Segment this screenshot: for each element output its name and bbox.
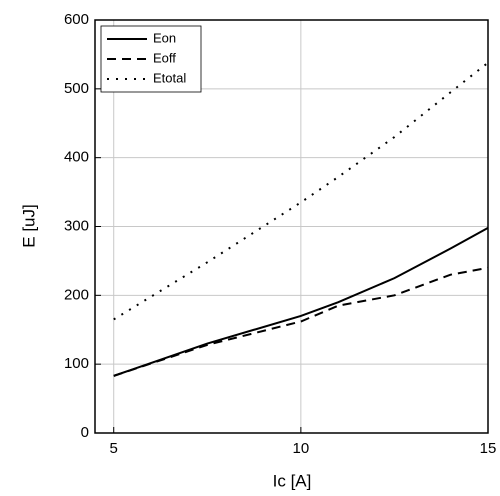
y-tick-label: 100: [64, 355, 89, 372]
plot-frame: [94, 19, 489, 434]
y-axis-label: E [uJ]: [19, 204, 38, 247]
legend-label: Eon: [153, 30, 176, 45]
y-tick-label: 300: [64, 217, 89, 234]
series-line: [113, 61, 489, 321]
x-axis-label: Ic [A]: [273, 471, 312, 490]
series-line: [113, 266, 489, 377]
x-tick-label: 10: [293, 440, 310, 457]
y-tick-label: 400: [64, 149, 89, 166]
x-tick-label: 5: [110, 440, 118, 457]
series-line: [113, 227, 489, 377]
x-tick-label: 15: [480, 440, 497, 457]
y-tick-label: 0: [81, 424, 89, 441]
y-tick-label: 500: [64, 80, 89, 97]
y-tick-label: 200: [64, 286, 89, 303]
legend-label: Etotal: [153, 70, 186, 85]
legend-box: [100, 25, 202, 93]
y-tick-label: 600: [64, 11, 89, 28]
legend-label: Eoff: [153, 50, 176, 65]
